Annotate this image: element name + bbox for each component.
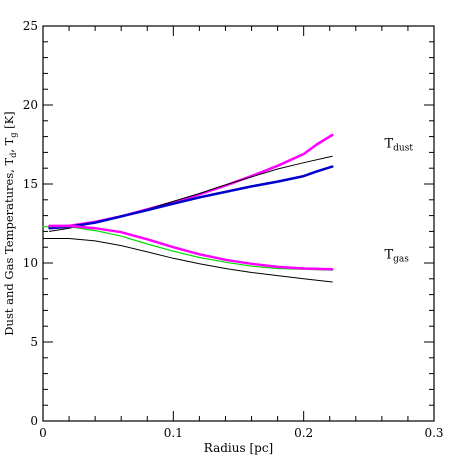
series-line-5 <box>48 224 334 271</box>
series-line-0 <box>48 133 334 228</box>
y-tick-label: 0 <box>30 414 38 428</box>
y-tick-label: 15 <box>23 177 38 191</box>
y-axis-label-sub-d: d <box>9 153 18 158</box>
y-tick-label: 10 <box>23 256 38 270</box>
annotation-dust: Tdust <box>384 137 413 154</box>
series-line-3 <box>42 238 333 283</box>
x-tick-label: 0 <box>39 426 47 440</box>
y-tick-label: 25 <box>23 19 38 33</box>
plot-frame <box>42 25 435 422</box>
y-axis-label-sep: , T <box>2 137 16 152</box>
y-axis-label-prefix: Dust and Gas Temperatures, T <box>2 157 16 335</box>
y-axis-label-sub-g: g <box>9 133 18 138</box>
series-line-1 <box>49 155 333 232</box>
x-tick-label: 0.1 <box>164 426 183 440</box>
y-tick-label: 5 <box>30 335 38 349</box>
y-axis-label-suffix: [K] <box>2 111 16 132</box>
axis-tick-labels: 0 0.1 0.2 0.3 0 5 10 15 20 25 <box>23 19 444 440</box>
y-tick-label: 20 <box>23 98 38 112</box>
axis-ticks <box>42 25 435 422</box>
x-axis-label: Radius [pc] <box>204 441 273 455</box>
annotation-gas: Tgas <box>384 247 409 264</box>
x-tick-label: 0.3 <box>424 426 443 440</box>
series-line-2 <box>48 165 334 230</box>
series-group <box>42 133 334 283</box>
x-tick-label: 0.2 <box>294 426 313 440</box>
series-line-4 <box>42 226 333 271</box>
curve-annotations: Tdust Tgas <box>384 137 413 265</box>
y-axis-label: Dust and Gas Temperatures, Td, Tg [K] <box>2 111 18 335</box>
